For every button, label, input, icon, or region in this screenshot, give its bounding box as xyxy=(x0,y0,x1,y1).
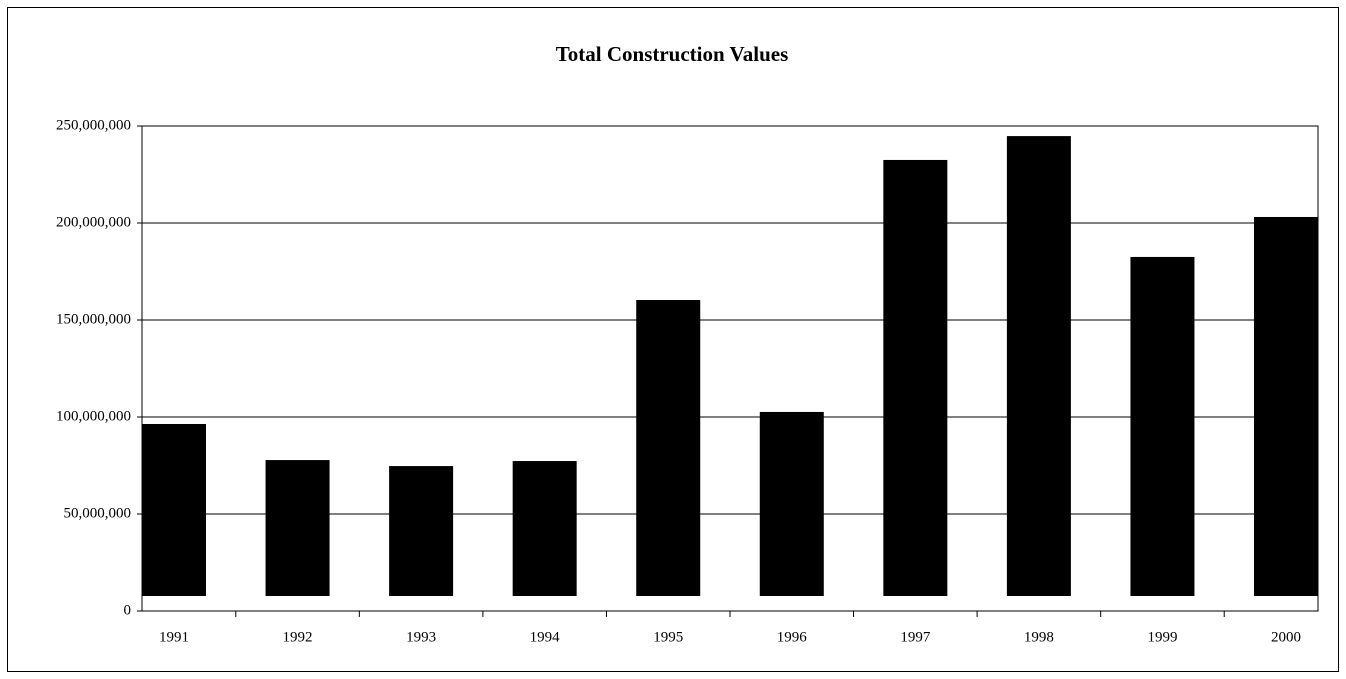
chart-title: Total Construction Values xyxy=(556,42,789,66)
bar xyxy=(883,159,948,596)
bar xyxy=(1254,216,1318,596)
bar xyxy=(389,466,454,596)
y-tick-label: 250,000,000 xyxy=(56,117,131,133)
x-tick-label: 1999 xyxy=(1147,629,1177,645)
y-tick-label: 150,000,000 xyxy=(56,311,131,327)
bar xyxy=(759,411,824,596)
bar xyxy=(142,423,206,596)
x-tick-label: 1992 xyxy=(283,629,313,645)
x-tick-label: 1991 xyxy=(159,629,189,645)
bar xyxy=(636,300,701,596)
x-tick-label: 1995 xyxy=(653,629,683,645)
x-tick-label: 2000 xyxy=(1271,629,1301,645)
x-tick-label: 1996 xyxy=(777,629,808,645)
x-tick-label: 1993 xyxy=(406,629,436,645)
bar xyxy=(265,460,330,596)
y-tick-label: 0 xyxy=(124,602,132,618)
bar xyxy=(1006,136,1071,596)
y-tick-label: 50,000,000 xyxy=(64,505,132,521)
y-tick-label: 200,000,000 xyxy=(56,214,131,230)
x-tick-label: 1998 xyxy=(1024,629,1054,645)
y-tick-label: 100,000,000 xyxy=(56,408,131,424)
bar xyxy=(1130,256,1195,596)
x-tick-label: 1994 xyxy=(530,629,561,645)
bar xyxy=(512,461,577,596)
x-tick-label: 1997 xyxy=(900,629,931,645)
